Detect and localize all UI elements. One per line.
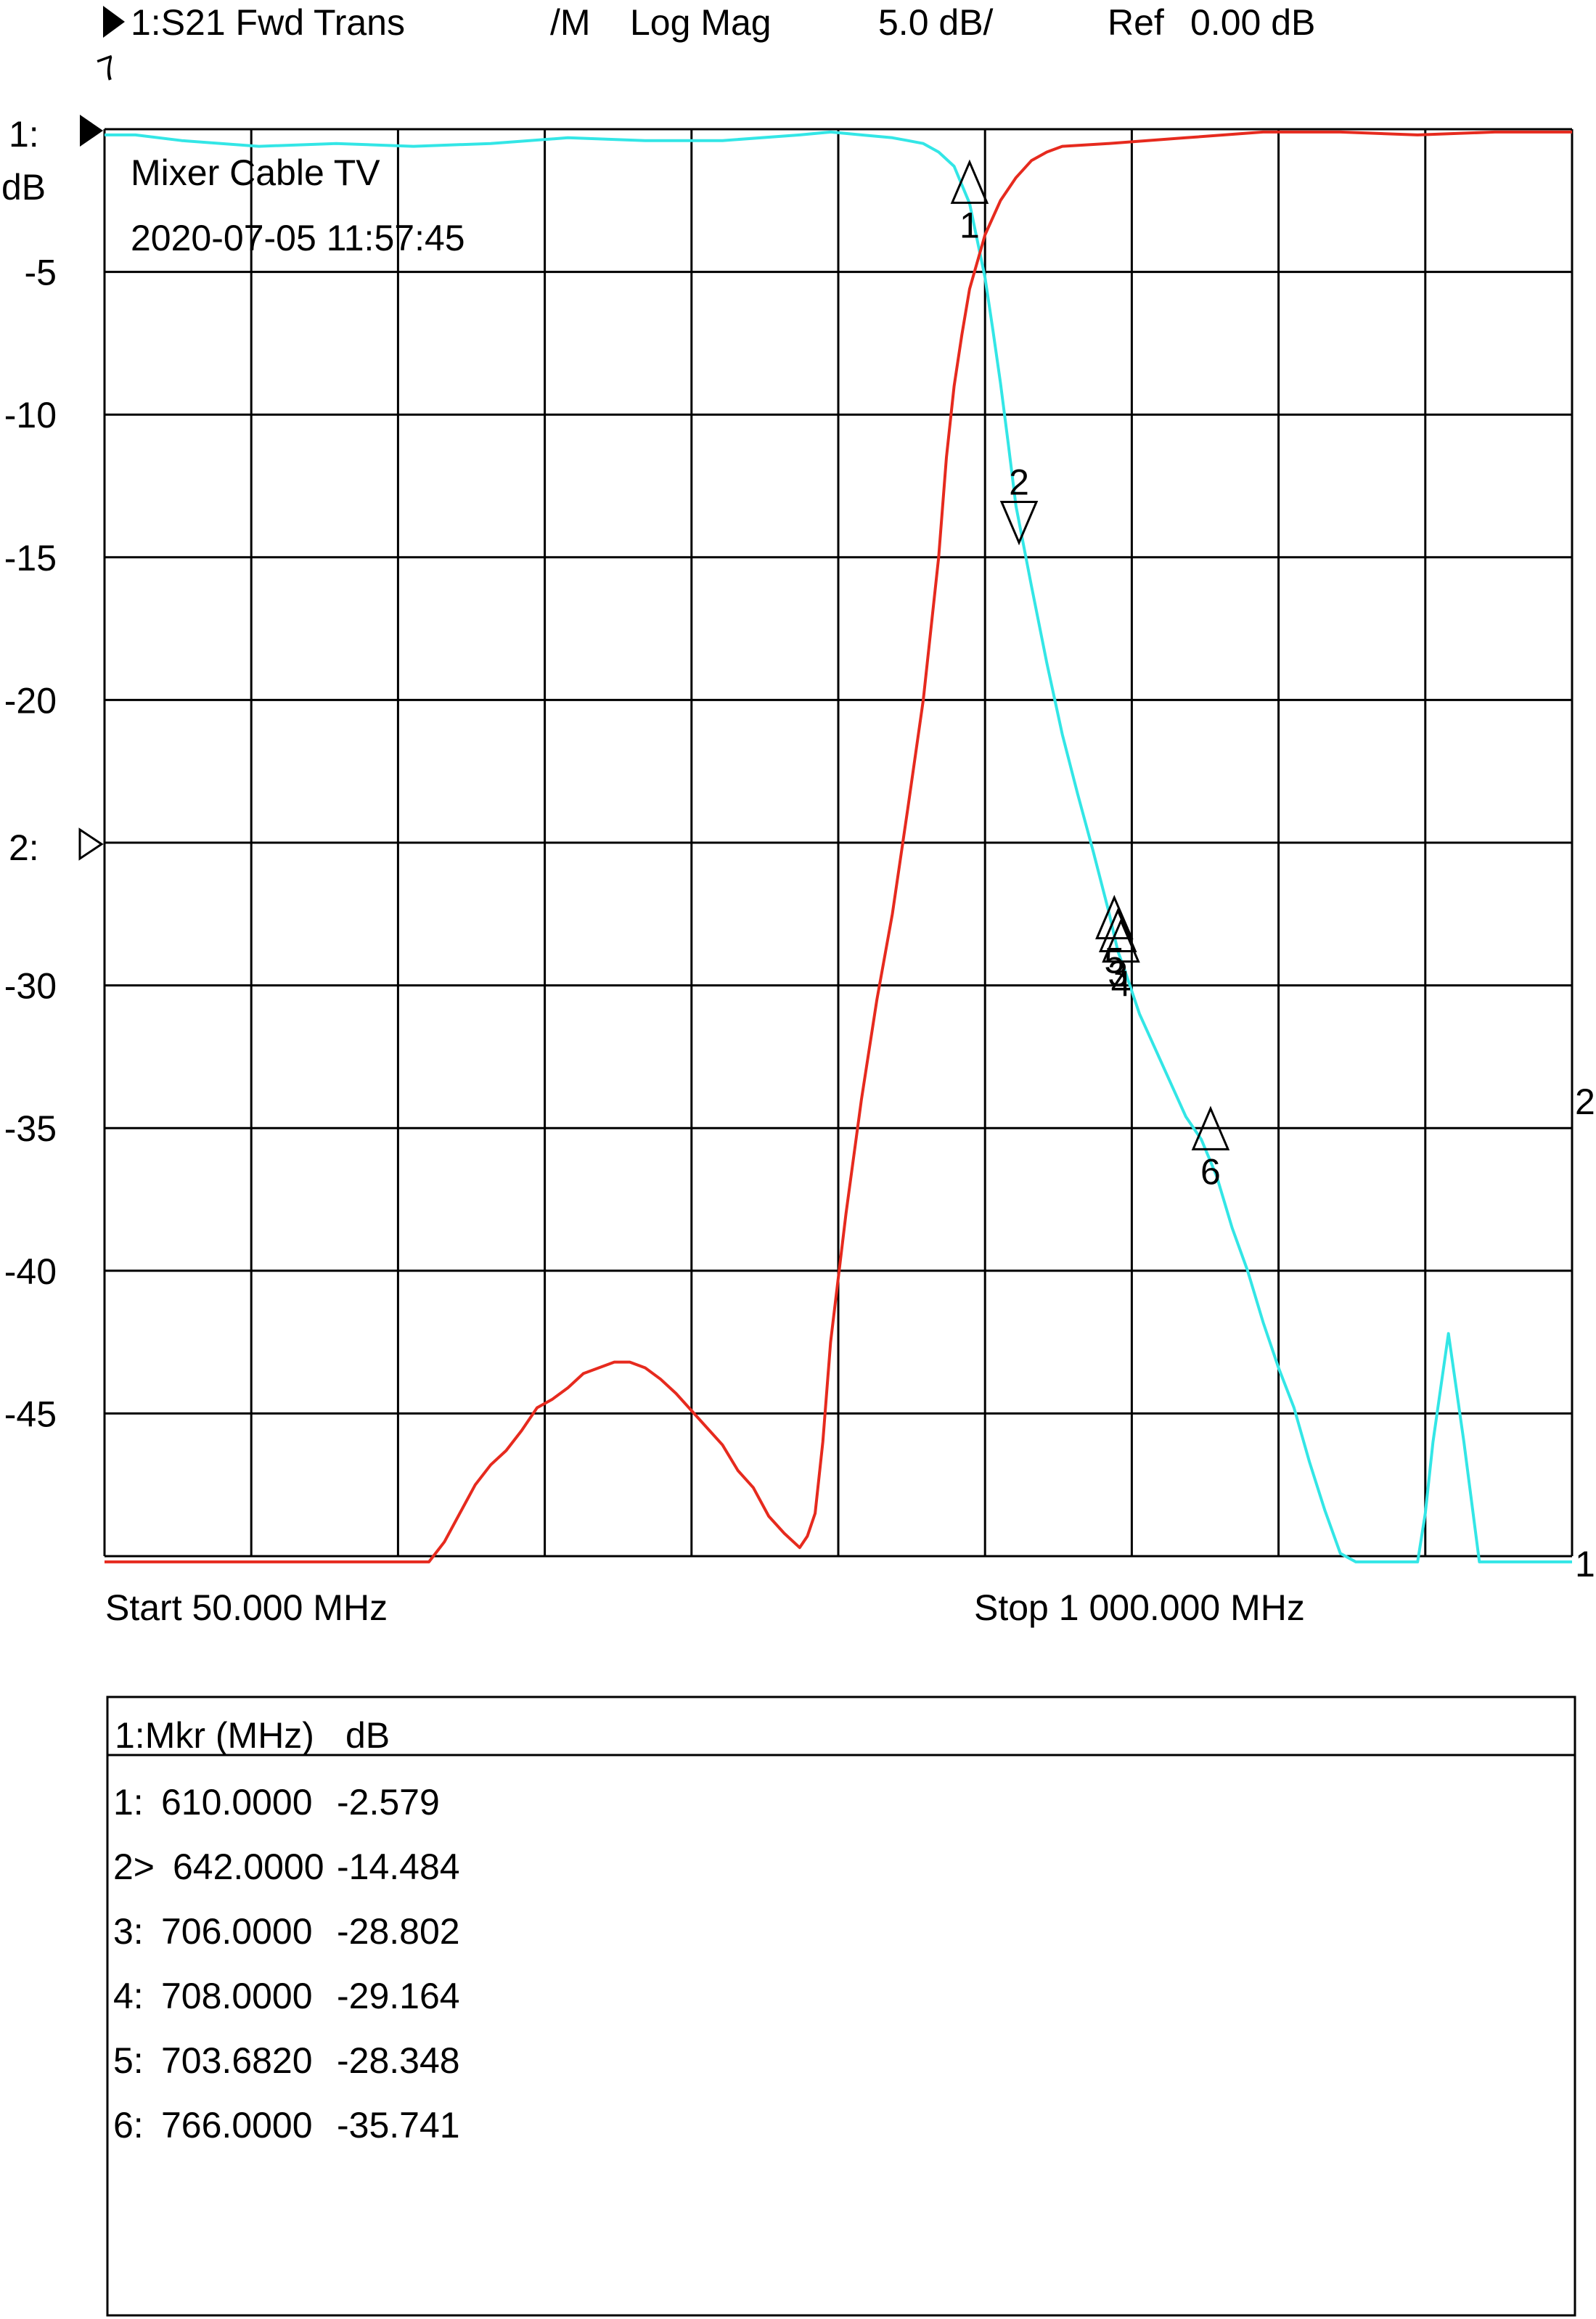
y-tick-label: -5 [25,253,57,293]
marker-row-prefix: 5: [113,2040,144,2081]
y-tick-label: -40 [4,1251,57,1292]
markers: 1 2 345 6 [950,159,1230,1192]
annotation: Mixer Cable TV 2020-07-05 11:57:45 [131,152,465,258]
marker-row-frequency: 766.0000 [161,2105,313,2146]
y-tick-labels: -5 -10 -15 -20 -30 -35 -40 -45 [4,253,57,1435]
marker-6-triangle [1191,1105,1230,1150]
marker-row-value: -28.348 [337,2040,460,2081]
marker-row-frequency: 642.0000 [173,1846,324,1887]
marker-table-header-unit: dB [345,1715,390,1756]
trace1-end-label: 1 [1575,1544,1595,1584]
marker-4-label: 4 [1111,964,1131,1005]
trace1-ref-label: 1: [9,114,39,155]
marker-row-frequency: 708.0000 [161,1976,313,2016]
unit-label: dB [1,167,46,208]
marker-row-prefix: 1: [113,1782,144,1823]
y-tick-label: -30 [4,966,57,1007]
marker-table-row: 4: 708.0000 -29.164 [113,1976,460,2016]
marker-row-frequency: 706.0000 [161,1911,313,1952]
trace1-line [105,130,1572,1563]
y-tick-label: -20 [4,680,57,721]
marker-row-prefix: 2> [113,1846,155,1887]
trace-label: 1:S21 Fwd Trans [131,2,405,43]
marker-2-triangle [999,501,1039,546]
marker-5-label: 5 [1104,941,1124,981]
trace2-ref-label: 2: [9,827,39,868]
grid [103,128,1574,1558]
marker-row-prefix: 6: [113,2105,144,2146]
marker-3-triangle [1098,907,1137,952]
marker-row-prefix: 3: [113,1911,144,1952]
marker-3-label: 3 [1108,953,1128,994]
marker-table-row: 6: 766.0000 -35.741 [113,2105,460,2146]
format-label: Log Mag [630,2,772,43]
ref-label: Ref [1108,2,1164,43]
y-tick-label: -15 [4,538,57,578]
marker-row-value: -35.741 [337,2105,460,2146]
marker-1-label: 1 [959,205,980,245]
y-tick-label: -45 [4,1394,57,1434]
y-tick-label: -35 [4,1108,57,1149]
header-bar: 1:S21 Fwd Trans /M Log Mag 5.0 dB/ Ref 0… [103,2,1315,43]
marker-table-row: 1: 610.0000 -2.579 [113,1782,440,1823]
active-trace-arrow-icon [103,6,125,38]
annotation-title: Mixer Cable TV [131,152,380,193]
stop-frequency: Stop 1 000.000 MHz [974,1587,1305,1628]
marker-1-triangle [950,159,989,204]
marker-row-value: -2.579 [337,1782,440,1823]
marker-row-frequency: 610.0000 [161,1782,313,1823]
marker-5-triangle [1095,894,1134,940]
trace2-end-label: 2 [1575,1081,1595,1122]
marker-row-prefix: 4: [113,1976,144,2016]
start-frequency: Start 50.000 MHz [105,1587,388,1628]
marker-row-frequency: 703.6820 [161,2040,313,2081]
marker-table-row: 2> 642.0000 -14.484 [113,1846,460,1887]
marker-row-value: -28.802 [337,1911,460,1952]
format-mode: /M [550,2,591,43]
y-tick-label: -10 [4,395,57,435]
marker-table-frame [106,1696,1576,2317]
traces [105,130,1572,1563]
trace1-ref-arrow-icon [80,115,103,147]
marker-table-header-mkr: 1:Mkr (MHz) [115,1715,314,1756]
scale-label: 5.0 dB/ [878,2,994,43]
left-labels: 7 1: dB 2: -5 -10 -15 -20 -30 -35 -40 -45 [1,47,123,1434]
marker-table-row: 5: 703.6820 -28.348 [113,2040,460,2081]
marker-table-rows: 1: 610.0000 -2.579 2> 642.0000 -14.484 3: 706.0… [113,1782,460,2146]
ref-value: 0.00 dB [1190,2,1315,43]
marker-table-row: 3: 706.0000 -28.802 [113,1911,460,1952]
marker-table: 1:Mkr (MHz) dB 1: 610.0000 -2.579 2> 642.000… [106,1696,1576,2317]
marker-6-label: 6 [1200,1151,1221,1192]
marker-row-value: -29.164 [337,1976,460,2016]
trace2-line [105,130,1572,1563]
extra-marker-label: 7 [93,47,123,89]
annotation-timestamp: 2020-07-05 11:57:45 [131,218,465,258]
marker-row-value: -14.484 [337,1846,460,1887]
marker-4-triangle [1102,917,1140,963]
trace2-ref-arrow-icon [78,827,104,861]
marker-2-label: 2 [1009,462,1029,503]
